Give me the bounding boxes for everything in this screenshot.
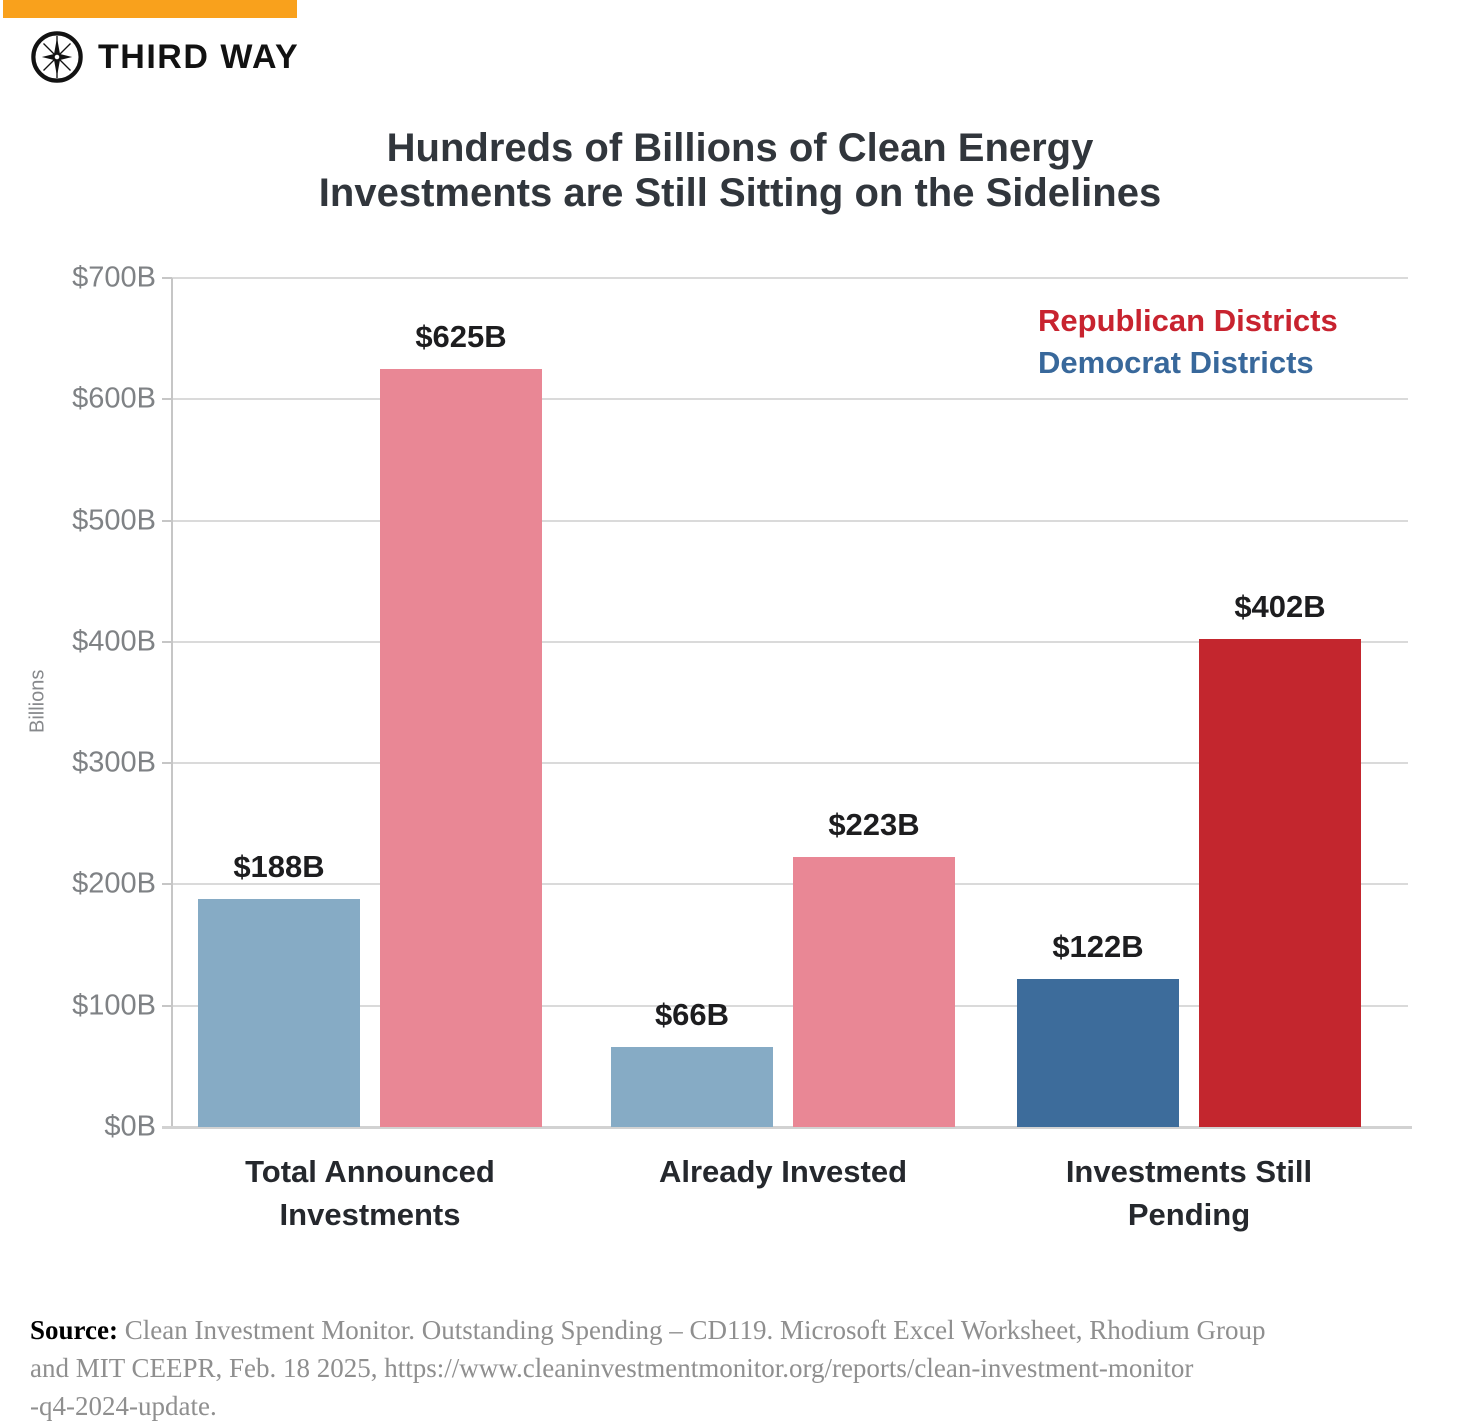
- bar-democrat-3: [1017, 979, 1179, 1127]
- bar-value-label: $66B: [654, 996, 730, 1032]
- y-axis-tick: [162, 1004, 172, 1007]
- y-axis-tick: [162, 762, 172, 765]
- gridline: [172, 519, 1408, 522]
- brand-name: THIRD WAY: [98, 37, 300, 76]
- bar-value-label: $122B: [1052, 929, 1144, 965]
- gridline: [172, 883, 1408, 886]
- bar-value-label: $223B: [828, 806, 920, 842]
- compass-icon: [31, 31, 83, 83]
- source-note: Source: Clean Investment Monitor. Outsta…: [30, 1311, 1360, 1424]
- y-axis-tick: [162, 519, 172, 522]
- y-axis-tick-label: $600B: [72, 382, 156, 415]
- bar-republican-3: [1199, 639, 1361, 1127]
- gridline: [172, 398, 1408, 401]
- gridline: [172, 762, 1408, 765]
- category-label: Investments Still Pending: [1065, 1154, 1313, 1232]
- y-axis-tick-label: $200B: [72, 867, 156, 900]
- legend-entry-republican: Republican Districts: [1038, 303, 1338, 338]
- source-line-2: and MIT CEEPR, Feb. 18 2025, https://www…: [30, 1353, 1194, 1383]
- source-label: Source:: [30, 1315, 118, 1345]
- y-axis-tick-label: $0B: [104, 1110, 156, 1143]
- gridline: [172, 1004, 1408, 1007]
- x-axis-line: [162, 1126, 1412, 1129]
- y-axis-tick: [162, 398, 172, 401]
- category-label: Total Announced Investments: [245, 1154, 495, 1232]
- bar-value-label: $402B: [1234, 589, 1326, 625]
- bar-democrat-1: [198, 898, 360, 1127]
- y-axis-tick: [162, 277, 172, 279]
- thirdway-logo: THIRD WAY: [30, 30, 299, 84]
- chart-title: Hundreds of Billions of Clean Energy Inv…: [0, 126, 1480, 216]
- gridline: [172, 277, 1408, 279]
- source-line-1: Clean Investment Monitor. Outstanding Sp…: [124, 1315, 1266, 1345]
- bar-republican-1: [380, 368, 542, 1127]
- bar-value-label: $188B: [233, 848, 325, 884]
- source-line-3: -q4-2024-update.: [30, 1391, 217, 1421]
- y-axis-tick: [162, 883, 172, 886]
- y-axis-tick-label: $300B: [72, 746, 156, 779]
- bar-value-label: $625B: [415, 318, 507, 354]
- y-axis-tick: [162, 640, 172, 643]
- legend-entry-democrat: Democrat Districts: [1038, 345, 1314, 380]
- category-label: Already Invested: [658, 1154, 908, 1189]
- y-axis-tick-label: $400B: [72, 625, 156, 658]
- y-axis-tick-label: $500B: [72, 504, 156, 537]
- brand-accent-bar: [3, 0, 297, 18]
- y-axis-tick-label: $100B: [72, 989, 156, 1022]
- y-axis-tick-label: $700B: [72, 261, 156, 294]
- chart-title-line2: Investments are Still Sitting on the Sid…: [318, 171, 1162, 215]
- bar-republican-2: [793, 856, 955, 1127]
- y-axis-line: [171, 278, 173, 1127]
- chart-legend: Republican Districts Democrat Districts: [1038, 300, 1338, 384]
- bar-democrat-2: [611, 1046, 773, 1127]
- gridline: [172, 640, 1408, 643]
- chart-title-line1: Hundreds of Billions of Clean Energy: [386, 126, 1094, 170]
